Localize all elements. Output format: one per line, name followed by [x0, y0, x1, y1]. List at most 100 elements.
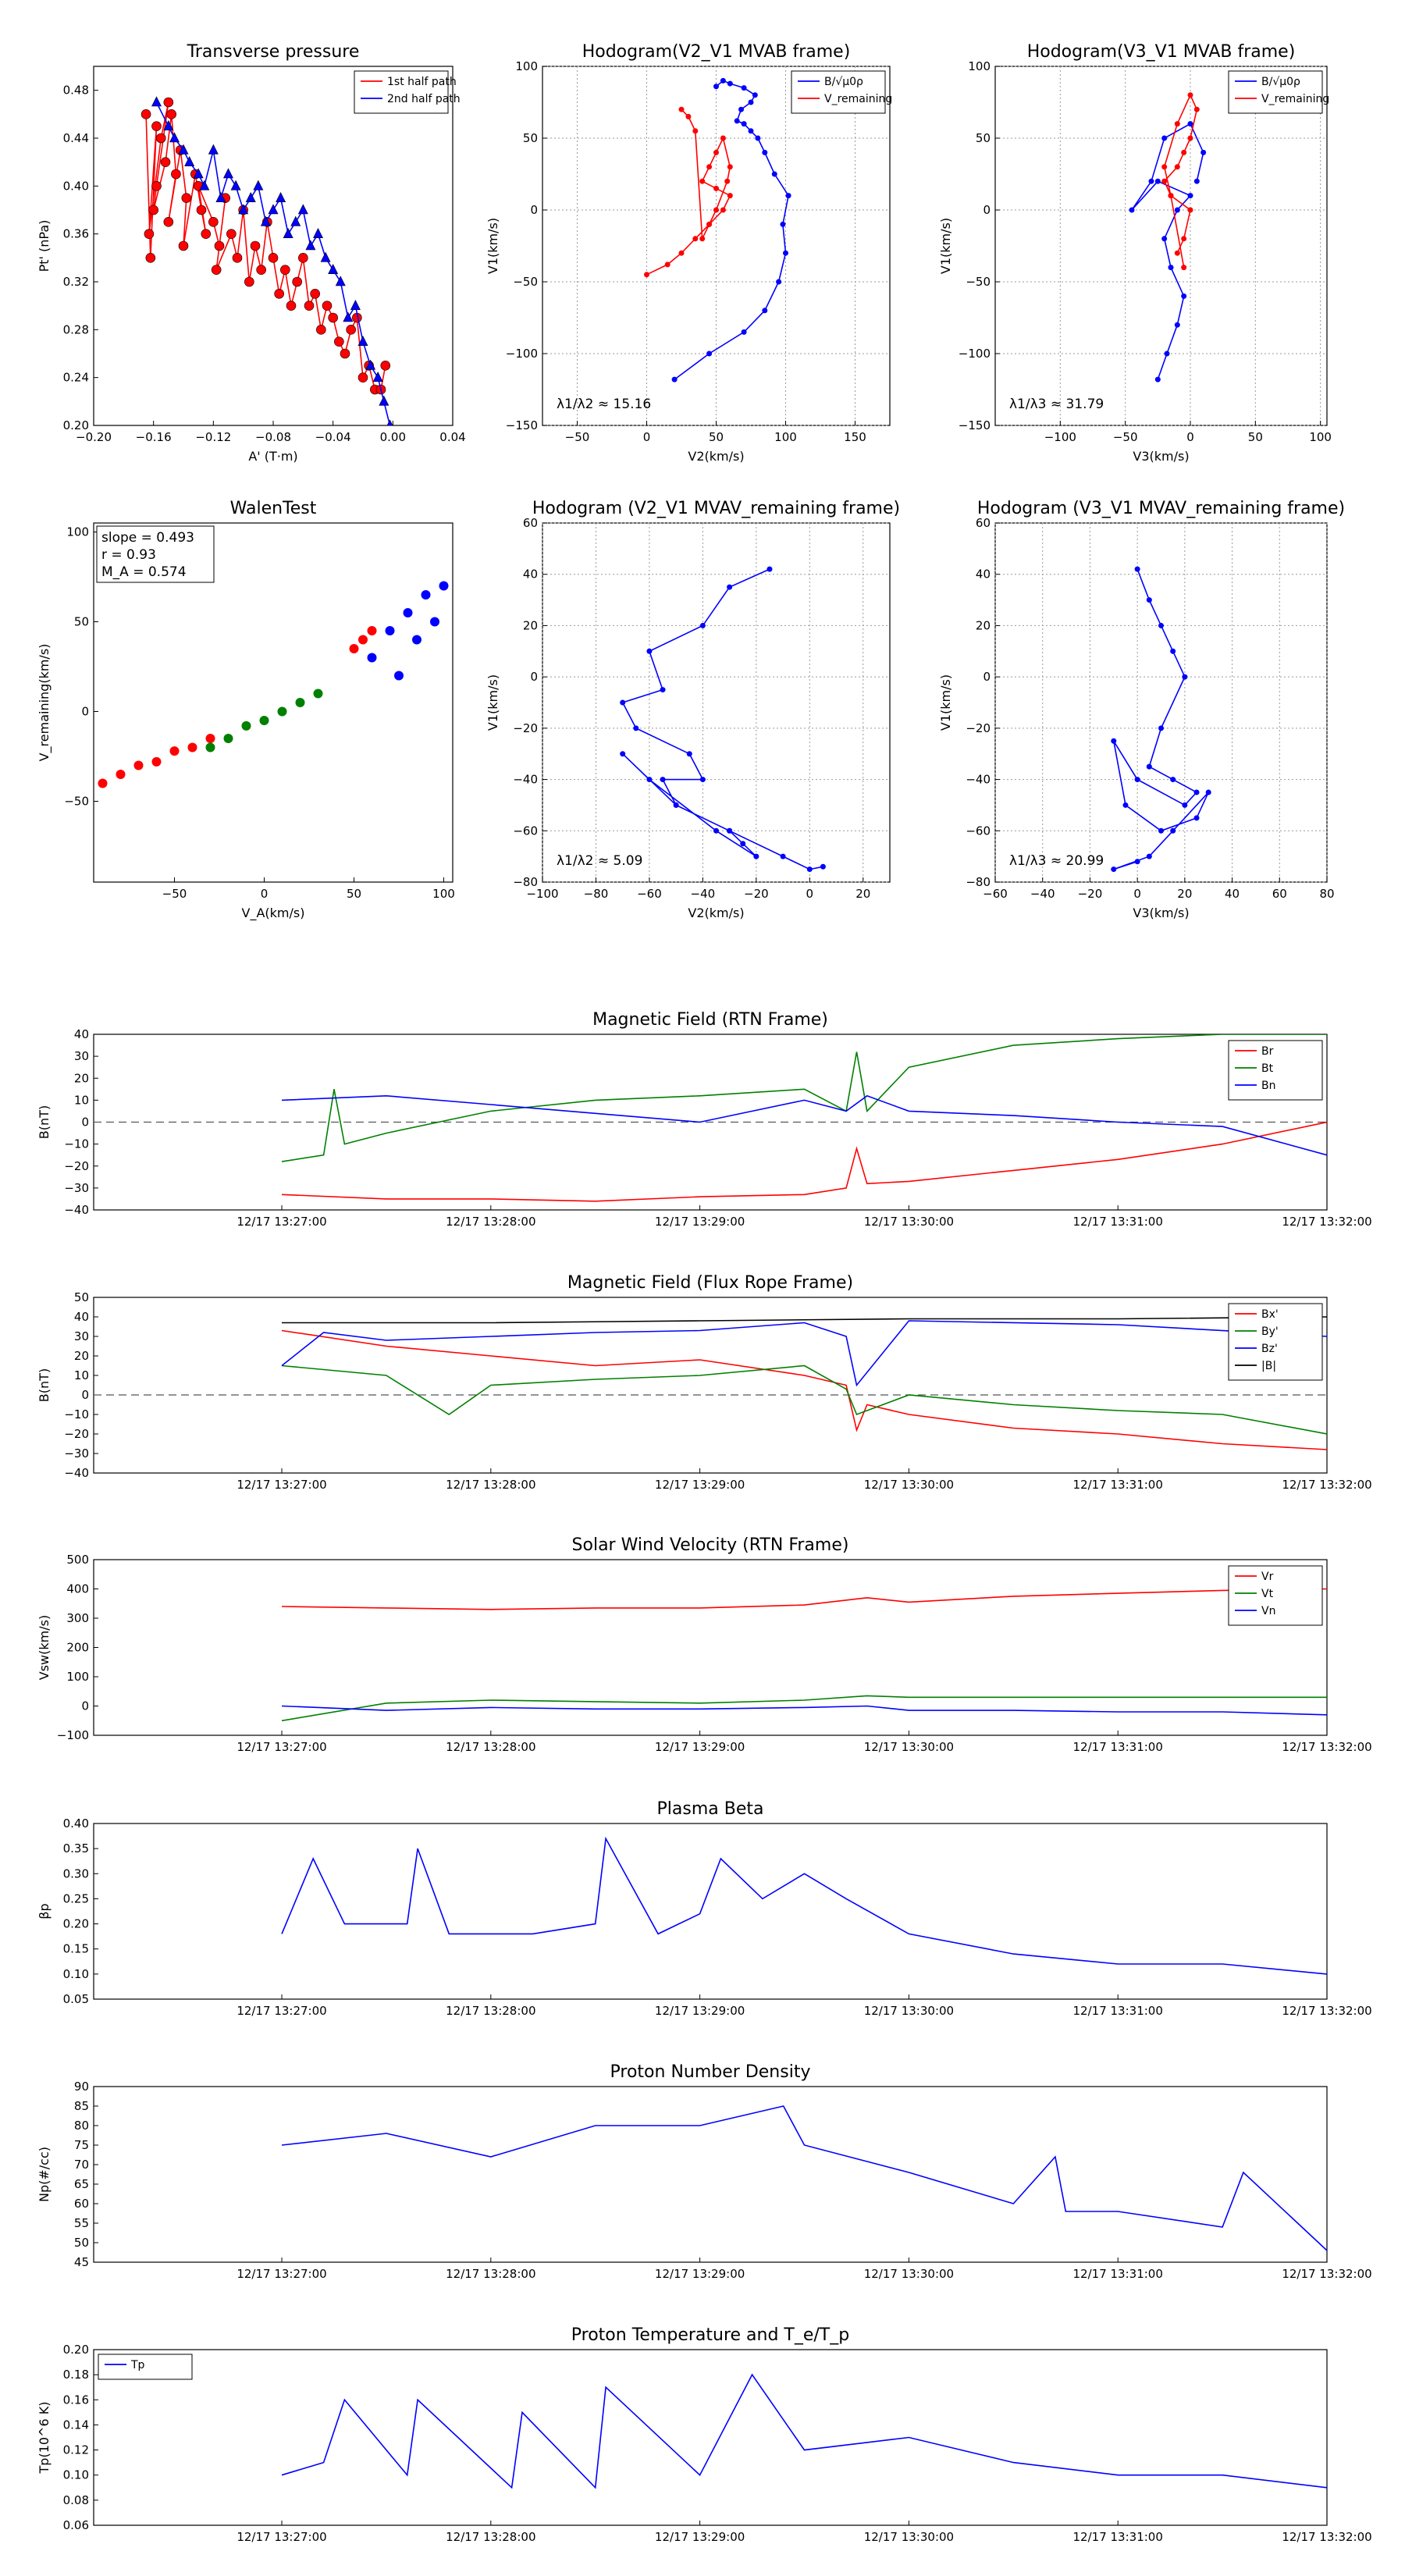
series-group — [620, 566, 826, 873]
data-point — [1193, 178, 1200, 184]
x-tick-label: 12/17 13:27:00 — [237, 2267, 326, 2281]
data-point — [644, 272, 649, 278]
data-point — [232, 253, 243, 263]
data-point — [1154, 376, 1161, 382]
data-point — [295, 698, 305, 707]
data-point — [196, 205, 207, 215]
series-group — [98, 581, 449, 788]
data-point — [256, 265, 266, 275]
data-point — [1193, 789, 1200, 795]
x-tick-label: −60 — [637, 887, 662, 901]
chart-title: Hodogram (V3_V1 MVAV_remaining frame) — [977, 499, 1345, 518]
data-point — [430, 617, 439, 627]
data-point — [1122, 802, 1129, 808]
y-tick-label: 100 — [968, 59, 991, 73]
x-tick-label: 12/17 13:28:00 — [446, 1215, 535, 1229]
chart-transverse-pressure: −0.20 −0.16 −0.12 −0.08 −0.04 0.00 0.04 0.20 0.2… — [37, 42, 466, 464]
x-axis-label: V2(km/s) — [688, 449, 744, 464]
data-point — [98, 778, 108, 788]
chart-title: Hodogram (V2_V1 MVAV_remaining frame) — [532, 499, 900, 518]
data-point — [259, 716, 269, 725]
y-axis-label: Np(#/cc) — [37, 2147, 52, 2202]
y-tick-label: −20 — [966, 721, 991, 735]
x-tick-label: 60 — [1272, 887, 1287, 901]
x-tick-label: −0.04 — [315, 430, 351, 444]
data-point — [1174, 121, 1180, 127]
y-tick-label: −80 — [513, 875, 538, 889]
data-point — [738, 106, 745, 112]
data-point — [1187, 207, 1193, 213]
x-tick-label: 12/17 13:28:00 — [446, 1740, 535, 1754]
x-tick-label: 0 — [806, 887, 814, 901]
legend-label: 1st half path — [387, 76, 457, 88]
data-point — [350, 299, 361, 310]
series-line-V_remaining — [1163, 93, 1198, 268]
y-tick-label: 0.06 — [63, 2518, 89, 2532]
y-tick-label: 0 — [530, 203, 538, 217]
x-tick-label: 12/17 13:30:00 — [864, 1478, 954, 1492]
legend: Bx' By' Bz' |B| — [1228, 1303, 1323, 1381]
data-point — [151, 121, 162, 131]
y-tick-label: 85 — [74, 2099, 89, 2113]
x-axis-label: V3(km/s) — [1133, 449, 1189, 464]
data-point — [286, 301, 297, 311]
x-tick-label: 20 — [1177, 887, 1192, 901]
x-tick-label: 12/17 13:29:00 — [655, 2530, 745, 2544]
data-point — [1146, 597, 1152, 603]
y-tick-label: 0 — [81, 1115, 89, 1130]
legend-label: B/√μ0ρ — [1261, 76, 1300, 88]
x-tick-label: 0 — [643, 430, 651, 444]
data-point — [223, 168, 233, 179]
x-tick-label: 12/17 13:29:00 — [655, 1215, 745, 1229]
data-point — [334, 336, 344, 347]
legend-label: V_remaining — [824, 93, 892, 105]
data-point — [1168, 265, 1174, 271]
y-tick-label: 10 — [74, 1368, 89, 1382]
data-point — [223, 734, 233, 743]
data-point — [1193, 815, 1200, 821]
data-point — [1148, 178, 1154, 184]
series-line-beta — [281, 1836, 1327, 1975]
data-point — [241, 720, 251, 731]
x-axis-label: V_A(km/s) — [242, 906, 305, 921]
data-point — [169, 746, 180, 756]
y-tick-label: −100 — [506, 347, 538, 361]
data-point — [343, 311, 354, 322]
plot-area — [93, 522, 454, 883]
x-tick-label: 0.04 — [439, 430, 465, 444]
chart-hodogram-v2-v1-mvav: −100 −80 −60 −40 −20 0 20−80−60−40−200204060Ho… — [486, 499, 900, 920]
y-tick-label: 30 — [74, 1329, 89, 1343]
x-tick-label: 100 — [432, 887, 455, 901]
annotation-line: M_A = 0.574 — [101, 564, 187, 580]
chart-magnetic-field-fluxrope: 12/17 13:27:00 12/17 13:28:00 12/17 13:29:… — [37, 1273, 1372, 1492]
y-tick-label: −50 — [966, 275, 991, 289]
data-point — [1170, 648, 1176, 654]
series-group — [644, 77, 791, 382]
plot-area — [994, 522, 1328, 883]
data-point — [346, 325, 356, 335]
y-tick-label: −50 — [513, 275, 538, 289]
y-tick-label: 75 — [74, 2138, 89, 2152]
data-point — [245, 191, 256, 202]
x-tick-label: 12/17 13:30:00 — [864, 2267, 954, 2281]
y-tick-label: 0.40 — [63, 1816, 89, 1831]
y-tick-label: 0 — [81, 1699, 89, 1713]
data-point — [780, 853, 786, 859]
x-tick-label: −60 — [983, 887, 1008, 901]
data-point — [187, 742, 197, 753]
data-point — [283, 227, 293, 238]
data-point — [699, 236, 706, 242]
data-point — [305, 240, 316, 251]
data-point — [762, 308, 768, 314]
x-tick-label: −50 — [565, 430, 590, 444]
data-point — [780, 221, 786, 227]
data-point — [230, 180, 241, 190]
y-tick-label: −100 — [959, 347, 991, 361]
data-point — [1134, 777, 1140, 783]
data-point — [741, 85, 747, 91]
data-point — [720, 77, 726, 84]
y-tick-label: 40 — [523, 568, 538, 582]
data-point — [1174, 322, 1180, 328]
data-point — [646, 648, 653, 654]
x-tick-label: −50 — [162, 887, 187, 901]
